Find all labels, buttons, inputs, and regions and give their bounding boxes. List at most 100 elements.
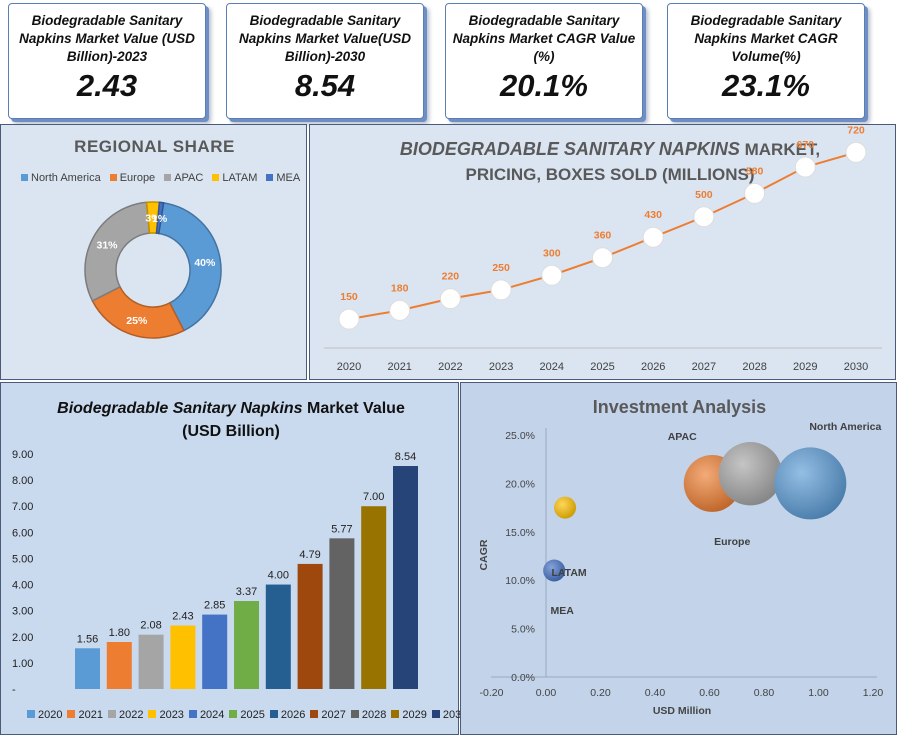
kpi-title: Biodegradable Sanitary Napkins Market Va…: [19, 13, 195, 64]
bar-value-label: 2.43: [172, 611, 193, 623]
x-tick-label: 2021: [387, 361, 411, 373]
legend-swatch: [391, 710, 400, 718]
y-tick-label: 5.0%: [511, 624, 535, 636]
bar-value-label: 2.85: [204, 600, 225, 612]
legend-label: 2022: [118, 709, 144, 721]
data-label: 500: [695, 189, 713, 201]
kpi-title: Biodegradable Sanitary Napkins Market CA…: [452, 13, 636, 64]
legend-label: APAC: [174, 172, 204, 184]
donut-slice-label: 40%: [194, 257, 216, 269]
kpi-value: 8.54: [294, 68, 356, 103]
y-tick-label: 15.0%: [505, 527, 535, 539]
x-tick-label: 2028: [742, 361, 766, 373]
kpi-value: 23.1%: [722, 68, 810, 103]
bubble-label: MEA: [551, 605, 575, 617]
legend-item: MEA: [266, 172, 300, 184]
market-bar-chart: - 1.00 2.00 3.00 4.00 5.00 6.00 7.00 8.00 9.00 1.5…: [12, 449, 418, 696]
data-label: 180: [391, 282, 409, 294]
legend-item: 2025: [229, 709, 265, 721]
data-label: 720: [847, 125, 865, 136]
legend-item: 2026: [269, 709, 305, 721]
x-tick-label: 2024: [540, 361, 564, 373]
x-tick-label: -0.20: [480, 687, 504, 699]
bar-value-label: 1.56: [77, 633, 98, 645]
bubble: [718, 442, 783, 506]
y-tick-label: 2.00: [12, 632, 33, 644]
bar-value-label: 5.77: [331, 523, 352, 535]
legend-swatch: [431, 710, 440, 718]
donut-slice-label: 31%: [96, 240, 118, 252]
data-label: 300: [543, 247, 561, 259]
x-tick-label: 1.20: [863, 687, 884, 699]
regional-share-title: REGIONAL SHARE: [74, 137, 235, 156]
bar: [106, 642, 132, 689]
kpi-card-cagr-value: Biodegradable Sanitary Napkins Market CA…: [445, 3, 643, 119]
y-tick-label: 3.00: [12, 606, 33, 618]
bar-value-label: 1.80: [109, 627, 130, 639]
data-label: 430: [644, 209, 662, 221]
data-label: 580: [746, 165, 764, 177]
x-tick-label: 2025: [590, 361, 614, 373]
legend-item: 2023: [148, 709, 184, 721]
pricing-title-line2: PRICING, BOXES SOLD (MILLIONS): [465, 165, 755, 184]
kpi-value: 2.43: [76, 68, 138, 103]
legend-label: 2028: [361, 709, 387, 721]
bar: [297, 563, 323, 689]
regional-share-panel: REGIONAL SHARE North America Europe APAC LA…: [0, 124, 307, 380]
bubble: [543, 559, 566, 582]
x-tick-label: 0.00: [536, 687, 557, 699]
bubble: [774, 447, 847, 520]
market-value-title: Biodegradable Sanitary Napkins Market Va…: [21, 397, 441, 443]
data-point: [338, 308, 360, 330]
legend-item: 2029: [391, 709, 427, 721]
pricing-title: BIODEGRADABLE SANITARY NAPKINS MARKET, P…: [370, 137, 850, 187]
data-point: [845, 141, 867, 163]
legend-swatch: [229, 710, 238, 718]
bar: [138, 634, 164, 689]
legend-swatch: [27, 710, 35, 718]
kpi-title: Biodegradable Sanitary Napkins Market Va…: [238, 13, 412, 64]
data-label: 220: [442, 271, 460, 283]
kpi-card-value-2023: Biodegradable Sanitary Napkins Market Va…: [8, 3, 206, 119]
legend-swatch: [21, 174, 28, 181]
pricing-title-italic: BIODEGRADABLE SANITARY NAPKINS: [399, 139, 740, 159]
data-label: 360: [594, 230, 612, 242]
bubble: [554, 496, 577, 519]
x-tick-label: 2030: [844, 361, 868, 373]
legend-swatch: [148, 710, 157, 718]
kpi-title: Biodegradable Sanitary Napkins Market CA…: [690, 13, 842, 64]
bar-value-label: 2.08: [140, 620, 161, 632]
legend-swatch: [269, 710, 278, 718]
legend-item: 2022: [107, 709, 144, 721]
bar-value-label: 7.00: [363, 491, 384, 503]
y-tick-label: -: [12, 684, 16, 696]
y-tick-label: 5.00: [12, 553, 33, 565]
legend-swatch: [188, 710, 197, 718]
donut-slice: [84, 201, 151, 302]
y-axis-title: CAGR: [478, 539, 490, 570]
bar: [361, 506, 387, 689]
legend-label: North America: [31, 172, 101, 184]
investment-title: Investment Analysis: [592, 397, 767, 417]
legend-item: 2021: [67, 709, 103, 721]
legend-label: 2024: [199, 709, 225, 721]
pricing-title-rest: MARKET,: [739, 140, 821, 159]
legend-item: 2028: [350, 709, 387, 721]
y-tick-label: 20.0%: [505, 478, 535, 490]
legend-label: 2021: [78, 709, 103, 721]
x-axis-title: USD Million: [653, 705, 711, 717]
investment-panel: Investment Analysis 0.0% 5.0% 10.0% 15.0% 20…: [460, 382, 897, 735]
data-label: 150: [340, 291, 358, 303]
market-title-rest: Market Value: [302, 400, 405, 417]
legend-swatch: [67, 710, 76, 718]
kpi-card-cagr-volume: Biodegradable Sanitary Napkins Market CA…: [667, 3, 865, 119]
legend-swatch: [310, 710, 319, 718]
legend-swatch: [350, 710, 359, 718]
bar: [202, 614, 228, 689]
legend-label: 2025: [240, 709, 265, 721]
legend-label: Europe: [119, 172, 156, 184]
investment-bubble-chart: 0.0% 5.0% 10.0% 15.0% 20.0% 25.0% -0.20 0.00 0.2…: [478, 421, 884, 717]
pricing-panel: BIODEGRADABLE SANITARY NAPKINS MARKET, P…: [309, 124, 896, 380]
donut-slice: [157, 201, 222, 332]
bubble-label: LATAM: [551, 567, 586, 579]
